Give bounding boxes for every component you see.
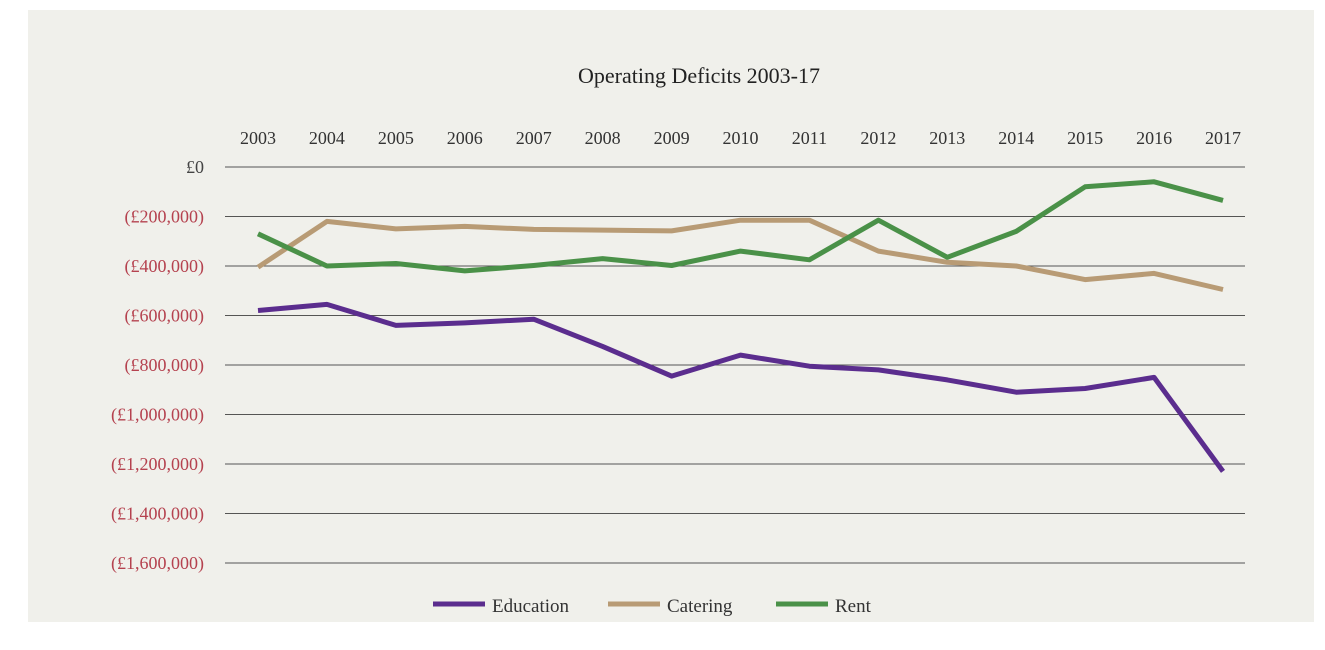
line-chart: Operating Deficits 2003-17 £0 (£200,000) (… [111, 63, 1245, 617]
x-tick-label: 2008 [585, 128, 621, 148]
legend-label-education: Education [492, 596, 570, 617]
y-tick-label: (£1,000,000) [111, 405, 204, 426]
x-tick-label: 2012 [860, 128, 896, 148]
y-axis-labels: £0 (£200,000) (£400,000) (£600,000) (£800,00… [111, 157, 204, 574]
x-tick-label: 2004 [309, 128, 345, 148]
legend-label-catering: Catering [667, 596, 733, 617]
x-tick-label: 2010 [723, 128, 759, 148]
x-tick-label: 2007 [516, 128, 552, 148]
x-tick-label: 2016 [1136, 128, 1172, 148]
y-tick-label: (£1,400,000) [111, 504, 204, 525]
series-line-education [257, 301, 1226, 473]
series-line-catering [256, 217, 1224, 292]
x-tick-label: 2009 [654, 128, 690, 148]
y-tick-label: (£800,000) [125, 355, 205, 376]
x-tick-label: 2011 [792, 128, 827, 148]
x-tick-label: 2005 [378, 128, 414, 148]
series-line-rent [256, 179, 1224, 274]
y-tick-label: (£1,200,000) [111, 454, 204, 475]
x-tick-label: 2015 [1067, 128, 1103, 148]
x-tick-label: 2013 [929, 128, 965, 148]
y-tick-label: £0 [186, 157, 204, 177]
y-tick-label: (£400,000) [125, 256, 205, 277]
chart-title: Operating Deficits 2003-17 [578, 63, 820, 88]
y-tick-label: (£600,000) [125, 306, 205, 327]
legend: Education Catering Rent [433, 596, 872, 617]
x-tick-label: 2003 [240, 128, 276, 148]
series-lines [256, 179, 1226, 473]
chart-frame: Operating Deficits 2003-17 £0 (£200,000) (… [28, 10, 1314, 622]
x-axis-labels: 2003 2004 2005 2006 2007 2008 2009 2010 2011 2012… [240, 128, 1241, 148]
legend-label-rent: Rent [835, 596, 872, 617]
y-tick-label: (£1,600,000) [111, 553, 204, 574]
x-tick-label: 2014 [998, 128, 1034, 148]
x-tick-label: 2017 [1205, 128, 1241, 148]
y-tick-label: (£200,000) [125, 207, 205, 228]
x-tick-label: 2006 [447, 128, 483, 148]
